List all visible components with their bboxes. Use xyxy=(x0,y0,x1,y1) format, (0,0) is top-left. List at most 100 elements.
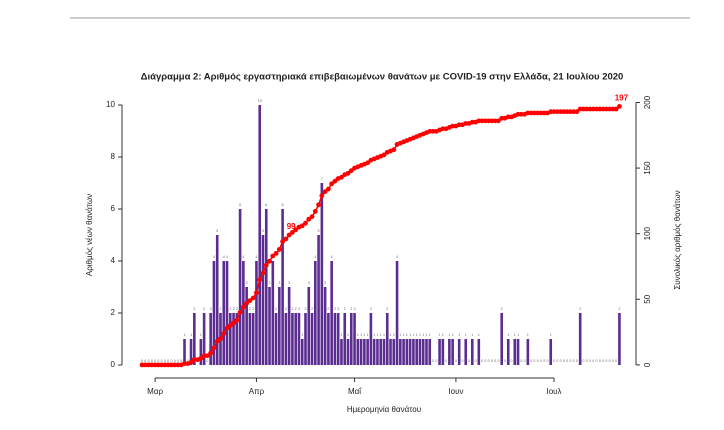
line-point xyxy=(339,174,344,180)
bar-value-label: 0 xyxy=(167,359,169,363)
bar xyxy=(212,261,216,365)
line-point xyxy=(276,247,282,252)
y-tick-label: 2 xyxy=(111,308,116,317)
bar xyxy=(526,339,530,365)
line-point xyxy=(299,223,305,229)
bar-value-label: 0 xyxy=(494,359,496,363)
bar xyxy=(297,313,301,365)
bar xyxy=(385,313,389,365)
line-point xyxy=(286,232,292,238)
bar xyxy=(261,235,265,365)
bar-value-label: 0 xyxy=(206,359,208,363)
y2-tick-label: 100 xyxy=(643,226,652,240)
bar-value-label: 0 xyxy=(141,359,143,363)
bar xyxy=(372,339,376,365)
bar-value-label: 2 xyxy=(386,307,388,311)
line-point xyxy=(224,325,230,331)
bar-value-label: 1 xyxy=(514,333,516,337)
bar-value-label: 2 xyxy=(334,307,336,311)
bar xyxy=(346,339,350,365)
line-point xyxy=(348,168,354,174)
bar xyxy=(281,209,284,365)
bar xyxy=(258,105,262,365)
line-value-label: 99 xyxy=(287,222,296,231)
bar-value-label: 1 xyxy=(422,333,424,337)
bar-value-label: 0 xyxy=(582,359,584,363)
bar xyxy=(310,313,314,365)
bar xyxy=(457,339,461,365)
bar xyxy=(238,209,242,365)
bar-value-label: 1 xyxy=(184,333,186,337)
bar-value-label: 0 xyxy=(543,359,545,363)
bar xyxy=(363,339,366,365)
bar-value-label: 2 xyxy=(275,307,277,311)
x-axis-label: Ημερομηνία θανάτου xyxy=(347,405,421,414)
bar xyxy=(618,313,621,365)
bar-value-label: 1 xyxy=(301,333,303,337)
bar-value-label: 0 xyxy=(504,359,506,363)
bar xyxy=(336,313,340,365)
bar-value-label: 1 xyxy=(373,333,375,337)
bar xyxy=(412,339,415,365)
bar-value-label: 2 xyxy=(233,307,235,311)
bar-value-label: 0 xyxy=(605,359,607,363)
bar-value-label: 0 xyxy=(511,359,513,363)
bar-value-label: 1 xyxy=(429,333,431,337)
chart-title: Διάγραμμα 2: Αριθμός εργαστηριακά επιβεβ… xyxy=(141,72,624,83)
bar-value-label: 4 xyxy=(314,255,316,259)
bar-value-label: 0 xyxy=(573,359,575,363)
bar xyxy=(320,183,324,365)
line-point xyxy=(325,186,331,192)
bar xyxy=(202,313,206,365)
line-point xyxy=(280,239,286,244)
y-tick-label: 8 xyxy=(111,152,116,161)
line-point xyxy=(309,214,315,220)
bar-value-label: 6 xyxy=(282,203,284,207)
bar xyxy=(327,313,330,365)
line-point xyxy=(391,147,397,153)
bar xyxy=(248,313,252,365)
bar xyxy=(441,339,445,365)
bar xyxy=(287,287,291,365)
line-point xyxy=(198,355,204,361)
line-point xyxy=(312,208,318,214)
bar-value-label: 0 xyxy=(569,359,571,363)
bar-value-label: 1 xyxy=(340,333,342,337)
bar-value-label: 4 xyxy=(255,255,257,259)
bar xyxy=(278,287,281,365)
bar xyxy=(359,339,363,365)
line-point xyxy=(260,270,266,276)
bar-value-label: 0 xyxy=(533,359,535,363)
bar xyxy=(222,261,226,365)
bar xyxy=(333,313,337,365)
bar-value-label: 1 xyxy=(416,333,418,337)
bar-value-label: 0 xyxy=(602,359,604,363)
bar-value-label: 0 xyxy=(586,359,588,363)
line-point xyxy=(257,277,263,283)
bar xyxy=(330,261,333,365)
bar xyxy=(307,287,311,365)
bar-value-label: 1 xyxy=(380,333,382,337)
bar-value-label: 0 xyxy=(144,359,146,363)
y2-axis-label: Συνολικός αριθμός θανάτων xyxy=(673,190,682,289)
bar-value-label: 2 xyxy=(210,307,212,311)
bar-value-label: 10 xyxy=(258,99,262,103)
bar-value-label: 2 xyxy=(220,307,222,311)
bar xyxy=(415,339,418,365)
bar xyxy=(199,339,203,365)
bar xyxy=(428,339,432,365)
y-tick-label: 6 xyxy=(111,204,116,213)
bar xyxy=(366,339,369,365)
bar-value-label: 4 xyxy=(331,255,333,259)
bar-value-label: 2 xyxy=(327,307,329,311)
bar-value-label: 2 xyxy=(354,307,356,311)
line-point xyxy=(283,236,289,242)
line-point xyxy=(303,220,308,226)
bar-value-label: 6 xyxy=(239,203,241,207)
bar-value-label: 0 xyxy=(589,359,591,363)
line-point xyxy=(240,304,246,310)
bar-value-label: 2 xyxy=(291,307,293,311)
bar-value-label: 0 xyxy=(491,359,493,363)
y-tick-label: 0 xyxy=(111,360,116,369)
line-point xyxy=(617,104,622,109)
